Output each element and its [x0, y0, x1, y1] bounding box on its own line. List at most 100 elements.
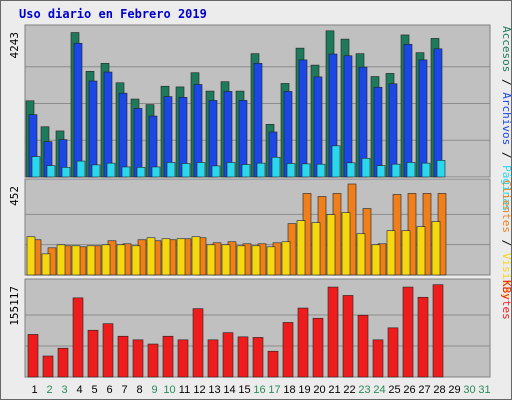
kbytes-bar: [297, 307, 309, 378]
pginas-bar: [361, 157, 371, 178]
day-label: 12: [193, 384, 205, 396]
day-label: 26: [403, 384, 415, 396]
chart-title: Uso diario en Febrero 2019: [19, 7, 207, 21]
legend-label: Archivos: [500, 92, 512, 145]
day-label: 22: [343, 384, 355, 396]
pginas-bar: [166, 162, 176, 178]
visitas-bar: [311, 222, 321, 276]
day-label: 31: [478, 384, 490, 396]
pginas-bar: [226, 162, 236, 178]
kbytes-bar: [432, 284, 444, 378]
kbytes-bar: [117, 335, 129, 378]
archivos-bar: [88, 80, 98, 178]
pginas-bar: [331, 145, 341, 178]
pginas-bar: [346, 162, 356, 178]
archivos-bar: [253, 63, 263, 178]
kbytes-bar: [132, 339, 144, 378]
day-label: 16: [253, 384, 265, 396]
visitas-bar: [41, 253, 51, 276]
visitas-bar: [161, 238, 171, 276]
pginas-bar: [316, 163, 326, 178]
day-label: 25: [388, 384, 400, 396]
pginas-bar: [31, 156, 41, 178]
kbytes-bar: [177, 339, 189, 378]
day-label: 19: [298, 384, 310, 396]
pginas-bar: [61, 166, 71, 178]
kbytes-bar: [42, 355, 54, 378]
day-label: 28: [433, 384, 445, 396]
kbytes-bar: [252, 337, 264, 378]
pginas-bar: [46, 165, 56, 178]
ymax-label-mid: 452: [8, 186, 21, 206]
legend-label: Páginas: [500, 165, 512, 211]
kbytes-bar: [192, 308, 204, 378]
archivos-bar: [208, 100, 218, 178]
pginas-bar: [436, 160, 446, 178]
day-label: 14: [223, 384, 235, 396]
visitas-bar: [281, 241, 291, 276]
visitas-bar: [71, 245, 81, 276]
archivos-bar: [343, 55, 353, 178]
legend-label: Visitas: [500, 253, 512, 299]
ymax-label-top: 4243: [8, 32, 21, 59]
archivos-bar: [403, 44, 413, 178]
pginas-bar: [376, 165, 386, 178]
pginas-bar: [181, 163, 191, 178]
kbytes-bar: [102, 323, 114, 378]
kbytes-bar: [87, 329, 99, 378]
day-label: 7: [121, 384, 127, 396]
kbytes-bar: [372, 339, 384, 378]
archivos-bar: [298, 59, 308, 178]
legend-bot: KBytes: [500, 280, 512, 320]
pginas-bar: [196, 162, 206, 178]
day-label: 17: [268, 384, 280, 396]
visitas-bar: [86, 245, 96, 276]
visitas-bar: [116, 244, 126, 276]
legend-label: Clientes: [500, 180, 512, 233]
pginas-bar: [121, 166, 131, 178]
legend-label: /: [500, 233, 512, 253]
visitas-bar: [56, 244, 66, 276]
day-label: 13: [208, 384, 220, 396]
visitas-bar: [131, 245, 141, 276]
legend-label: /: [500, 145, 512, 165]
pginas-bar: [391, 163, 401, 178]
day-label: 20: [313, 384, 325, 396]
day-label: 4: [76, 384, 82, 396]
pginas-bar: [406, 162, 416, 178]
visitas-bar: [296, 220, 306, 276]
kbytes-bar: [357, 314, 369, 378]
day-label: 27: [418, 384, 430, 396]
visitas-bar: [341, 212, 351, 276]
kbytes-bar: [57, 347, 69, 378]
kbytes-bar: [267, 350, 279, 378]
day-label: 24: [373, 384, 385, 396]
visitas-bar: [236, 245, 246, 276]
pginas-bar: [256, 162, 266, 178]
archivos-bar: [388, 83, 398, 178]
archivos-bar: [133, 108, 143, 178]
archivos-bar: [418, 59, 428, 178]
visitas-bar: [431, 221, 441, 276]
pginas-bar: [211, 165, 221, 178]
legend-mid: Clientes / Visitas: [500, 180, 512, 299]
day-label: 8: [136, 384, 142, 396]
visitas-bar: [326, 214, 336, 276]
day-label: 6: [106, 384, 112, 396]
archivos-bar: [118, 92, 128, 178]
archivos-bar: [313, 76, 323, 178]
day-label: 29: [448, 384, 460, 396]
pginas-bar: [301, 163, 311, 178]
legend-label: Accesos: [500, 26, 512, 72]
legend-top: Accesos / Archivos / Páginas: [500, 26, 512, 211]
visitas-bar: [26, 236, 36, 276]
kbytes-bar: [207, 339, 219, 378]
kbytes-bar: [162, 335, 174, 378]
visitas-bar: [371, 244, 381, 276]
visitas-bar: [146, 237, 156, 276]
visitas-bar: [251, 245, 261, 276]
day-label: 30: [463, 384, 475, 396]
day-label: 5: [91, 384, 97, 396]
day-label: 18: [283, 384, 295, 396]
